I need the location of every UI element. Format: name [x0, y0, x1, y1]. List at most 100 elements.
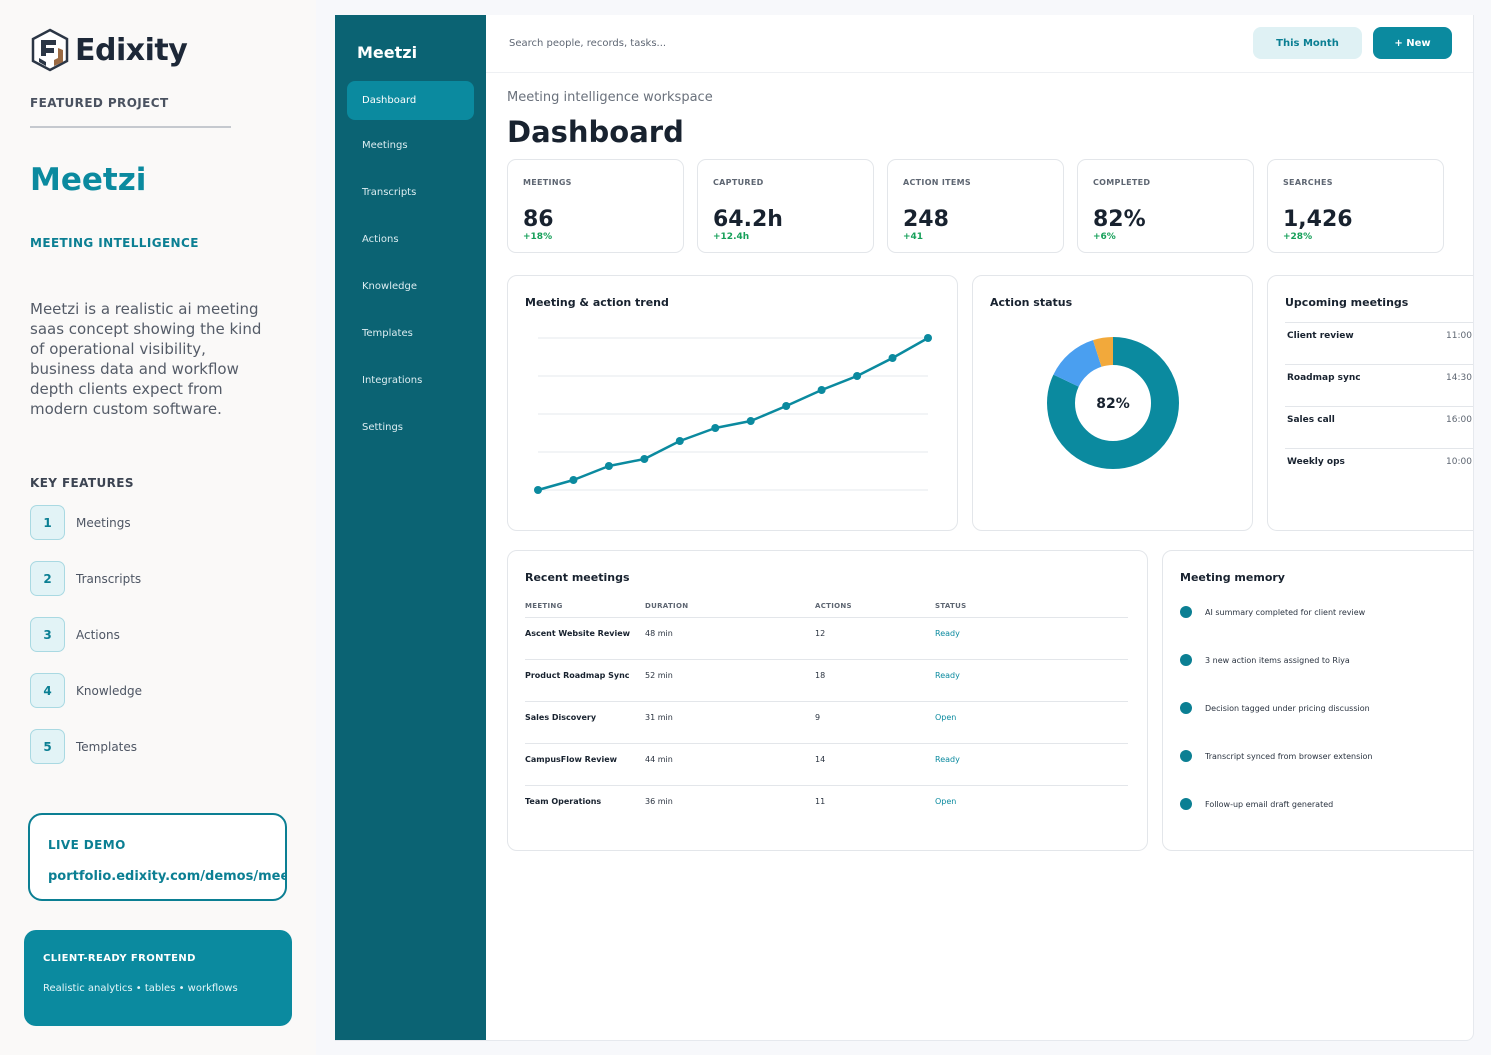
cell-actions: 9 — [815, 713, 821, 722]
kpi-value: 248 — [903, 207, 949, 232]
action-status-card: Action status 82% — [972, 275, 1253, 531]
brand-name: Edixity — [75, 32, 188, 68]
upcoming-time: 11:00 — [1446, 331, 1472, 341]
kpi-card: CAPTURED 64.2h +12.4h — [697, 159, 874, 253]
project-name: Meetzi — [30, 162, 147, 198]
kpi-value: 1,426 — [1283, 207, 1353, 232]
cell-status: Ready — [935, 755, 960, 764]
feature-item: 5 Templates — [30, 729, 137, 764]
cell-duration: 31 min — [645, 713, 673, 722]
client-ready-subtitle: Realistic analytics • tables • workflows — [43, 983, 238, 994]
live-demo-link[interactable]: portfolio.edixity.com/demos/meetzi — [48, 869, 287, 884]
recent-title: Recent meetings — [525, 571, 630, 584]
sidebar-item-actions[interactable]: Actions — [362, 234, 399, 245]
column-header-meeting: MEETING — [525, 602, 563, 610]
sidebar-item-knowledge[interactable]: Knowledge — [362, 281, 417, 292]
kpi-value: 64.2h — [713, 207, 783, 232]
trend-point — [924, 334, 932, 342]
table-row[interactable]: CampusFlow Review 44 min 14 Ready — [525, 743, 1128, 785]
page-title: Dashboard — [507, 115, 684, 149]
app-brand: Meetzi — [357, 43, 418, 62]
cell-meeting: Product Roadmap Sync — [525, 671, 630, 680]
column-header-actions: ACTIONS — [815, 602, 852, 610]
search-input[interactable]: Search people, records, tasks... — [509, 38, 667, 49]
table-row[interactable]: Ascent Website Review 48 min 12 Ready — [525, 617, 1128, 659]
recent-meetings-card: Recent meetings MEETING DURATION ACTIONS… — [507, 550, 1148, 851]
upcoming-item[interactable]: Roadmap sync 14:30 — [1285, 364, 1473, 406]
sidebar-item-meetings[interactable]: Meetings — [362, 140, 408, 151]
feature-item: 1 Meetings — [30, 505, 131, 540]
kpi-delta: +41 — [903, 232, 924, 242]
cell-actions: 14 — [815, 755, 826, 764]
feature-number: 1 — [30, 505, 65, 540]
live-demo-card[interactable]: LIVE DEMO portfolio.edixity.com/demos/me… — [28, 813, 287, 901]
trend-point — [604, 462, 613, 470]
trend-chart — [534, 334, 932, 494]
kpi-delta: +18% — [523, 232, 553, 242]
memory-text: Follow-up email draft generated — [1205, 799, 1334, 809]
live-demo-title: LIVE DEMO — [48, 838, 126, 852]
upcoming-item[interactable]: Client review 11:00 — [1285, 322, 1473, 364]
cell-duration: 52 min — [645, 671, 673, 680]
sidebar-item-settings[interactable]: Settings — [362, 422, 404, 433]
trend-point — [817, 386, 826, 394]
kpi-label: SEARCHES — [1283, 178, 1333, 187]
trend-point — [711, 424, 720, 432]
this-month-button[interactable]: This Month — [1253, 27, 1362, 59]
memory-item: AI summary completed for client review — [1180, 606, 1365, 618]
kpi-delta: +28% — [1283, 232, 1313, 242]
upcoming-item[interactable]: Weekly ops 10:00 — [1285, 448, 1473, 490]
new-button[interactable]: + New — [1373, 27, 1452, 59]
project-description: Meetzi is a realistic ai meeting saas co… — [30, 300, 262, 418]
feature-label: Templates — [76, 739, 138, 754]
trend-point — [640, 455, 649, 463]
kpi-card: ACTION ITEMS 248 +41 — [887, 159, 1064, 253]
trend-line — [537, 336, 929, 492]
cell-meeting: CampusFlow Review — [525, 755, 618, 764]
key-features-title: KEY FEATURES — [30, 476, 134, 490]
sidebar-item-integrations[interactable]: Integrations — [362, 375, 423, 386]
cell-duration: 44 min — [645, 755, 673, 764]
sidebar-item-dashboard[interactable]: Dashboard — [347, 81, 474, 120]
feature-number: 5 — [30, 729, 65, 764]
table-row[interactable]: Team Operations 36 min 11 Open — [525, 785, 1128, 827]
memory-dot-icon — [1180, 702, 1192, 714]
feature-label: Actions — [76, 627, 120, 642]
memory-dot-icon — [1180, 750, 1192, 762]
kpi-card: COMPLETED 82% +6% — [1077, 159, 1254, 253]
memory-item: Follow-up email draft generated — [1180, 798, 1333, 810]
action-status-title: Action status — [990, 296, 1073, 309]
cell-status: Ready — [935, 629, 960, 638]
upcoming-name: Roadmap sync — [1287, 373, 1361, 383]
table-row[interactable]: Sales Discovery 31 min 9 Open — [525, 701, 1128, 743]
cell-actions: 11 — [815, 797, 826, 806]
meeting-memory-card: Meeting memory AI summary completed for … — [1162, 550, 1473, 851]
kpi-label: CAPTURED — [713, 178, 764, 187]
donut-center-label: 82% — [1096, 396, 1130, 412]
column-header-status: STATUS — [935, 602, 967, 610]
cell-duration: 36 min — [645, 797, 673, 806]
brand: Edixity — [30, 28, 188, 72]
kpi-value: 86 — [523, 207, 554, 232]
sidebar-item-templates[interactable]: Templates — [362, 328, 413, 339]
kpi-label: ACTION ITEMS — [903, 178, 971, 187]
upcoming-name: Sales call — [1287, 415, 1335, 425]
table-row[interactable]: Product Roadmap Sync 52 min 18 Ready — [525, 659, 1128, 701]
client-ready-card: CLIENT-READY FRONTEND Realistic analytic… — [24, 930, 292, 1026]
sidebar-item-transcripts[interactable]: Transcripts — [362, 187, 417, 198]
kpi-card: SEARCHES 1,426 +28% — [1267, 159, 1444, 253]
kpi-label: MEETINGS — [523, 178, 572, 187]
trend-point — [782, 402, 791, 410]
feature-label: Knowledge — [76, 683, 142, 698]
feature-item: 4 Knowledge — [30, 673, 142, 708]
trend-point — [569, 476, 578, 484]
upcoming-item[interactable]: Sales call 16:00 — [1285, 406, 1473, 448]
kpi-label: COMPLETED — [1093, 178, 1151, 187]
kpi-card: MEETINGS 86 +18% — [507, 159, 684, 253]
feature-item: 2 Transcripts — [30, 561, 141, 596]
upcoming-name: Weekly ops — [1287, 457, 1345, 467]
memory-item: Decision tagged under pricing discussion — [1180, 702, 1370, 714]
memory-item: 3 new action items assigned to Riya — [1180, 654, 1350, 666]
trend-point — [746, 417, 755, 425]
memory-dot-icon — [1180, 798, 1192, 810]
